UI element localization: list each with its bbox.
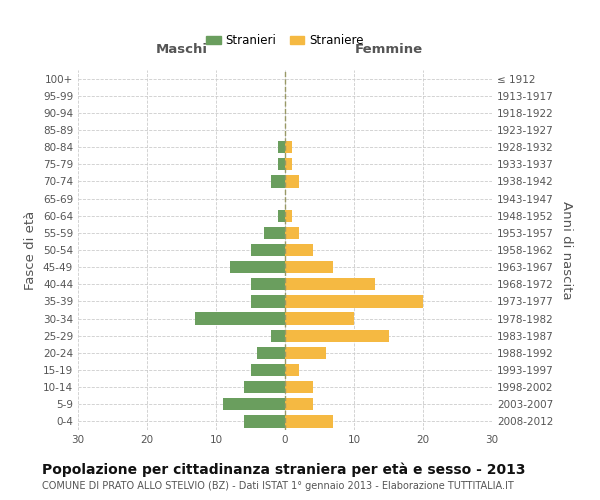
- Legend: Stranieri, Straniere: Stranieri, Straniere: [202, 29, 368, 52]
- Bar: [285, 210, 292, 222]
- Bar: [285, 176, 299, 188]
- Text: Femmine: Femmine: [355, 42, 422, 56]
- Y-axis label: Fasce di età: Fasce di età: [25, 210, 37, 290]
- Bar: [278, 141, 285, 154]
- Bar: [265, 226, 285, 239]
- Bar: [196, 312, 285, 324]
- Bar: [285, 296, 423, 308]
- Bar: [271, 176, 285, 188]
- Text: Maschi: Maschi: [155, 42, 208, 56]
- Bar: [285, 416, 334, 428]
- Bar: [257, 346, 285, 359]
- Bar: [285, 226, 299, 239]
- Bar: [285, 278, 374, 290]
- Bar: [223, 398, 285, 410]
- Bar: [251, 296, 285, 308]
- Text: Popolazione per cittadinanza straniera per età e sesso - 2013: Popolazione per cittadinanza straniera p…: [42, 462, 526, 477]
- Bar: [244, 416, 285, 428]
- Bar: [271, 330, 285, 342]
- Bar: [285, 346, 326, 359]
- Bar: [285, 141, 292, 154]
- Bar: [285, 244, 313, 256]
- Bar: [285, 364, 299, 376]
- Bar: [278, 158, 285, 170]
- Bar: [285, 381, 313, 394]
- Bar: [285, 261, 334, 274]
- Bar: [244, 381, 285, 394]
- Y-axis label: Anni di nascita: Anni di nascita: [560, 200, 573, 300]
- Bar: [251, 244, 285, 256]
- Bar: [278, 210, 285, 222]
- Bar: [285, 398, 313, 410]
- Bar: [230, 261, 285, 274]
- Bar: [285, 330, 389, 342]
- Bar: [251, 278, 285, 290]
- Bar: [285, 312, 354, 324]
- Text: COMUNE DI PRATO ALLO STELVIO (BZ) - Dati ISTAT 1° gennaio 2013 - Elaborazione TU: COMUNE DI PRATO ALLO STELVIO (BZ) - Dati…: [42, 481, 514, 491]
- Bar: [285, 158, 292, 170]
- Bar: [251, 364, 285, 376]
